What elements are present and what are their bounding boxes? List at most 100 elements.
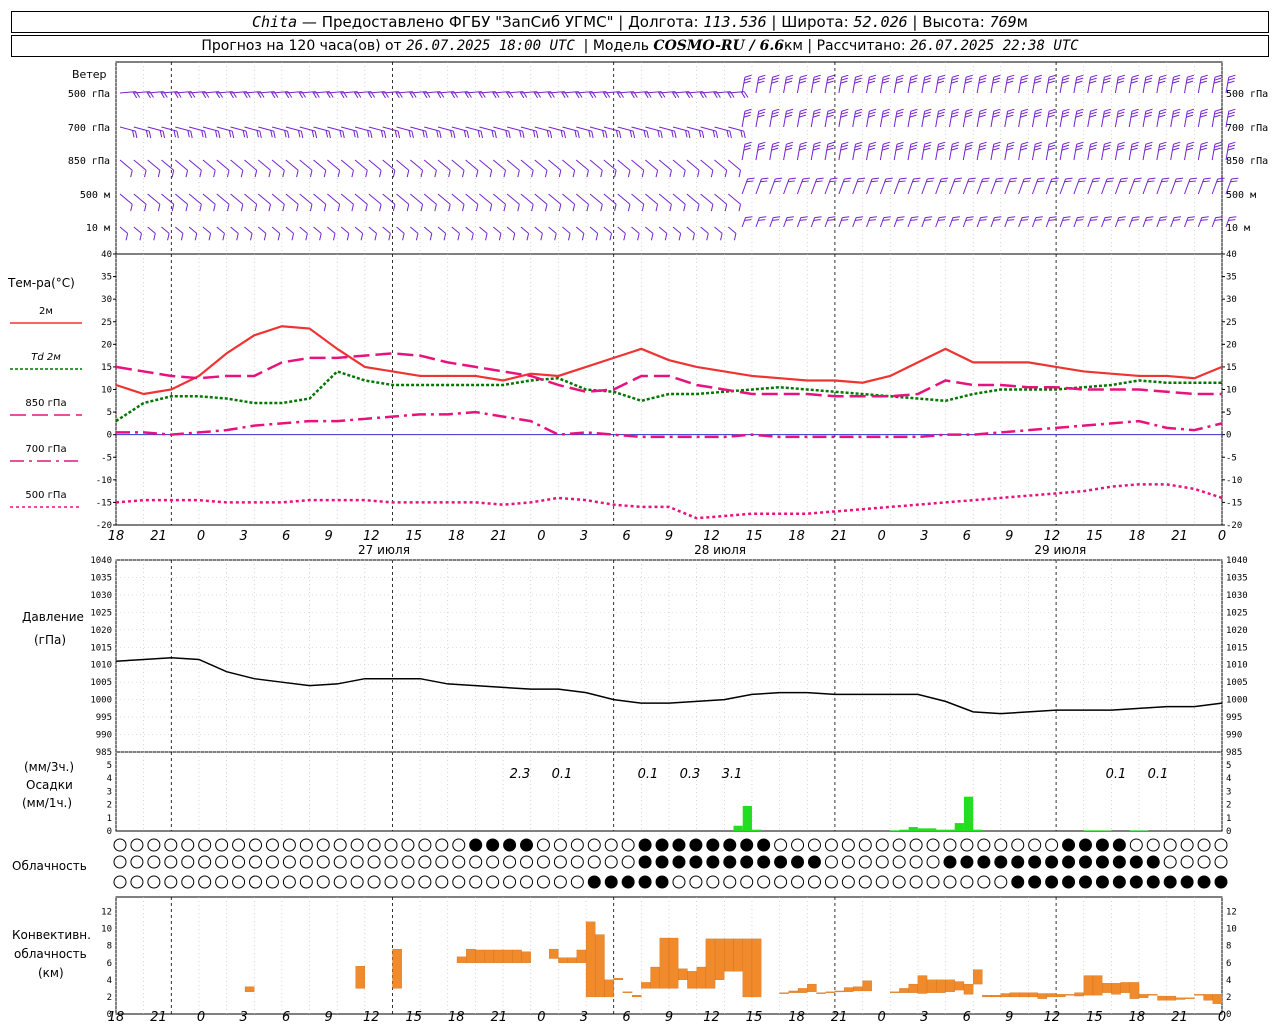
wind-barb-flag (786, 108, 794, 112)
wind-barb-flag (1062, 108, 1070, 112)
wind-barb-flag (1145, 108, 1153, 112)
time-tick-label: 6 (622, 1010, 630, 1024)
cloud-cover-symbol (909, 875, 923, 889)
cloud-cover-symbol (503, 875, 517, 889)
wind-barb-flag (226, 204, 230, 212)
cloud-cover-symbol (1095, 875, 1109, 889)
wind-barb-flag (353, 91, 359, 99)
time-tick-label: 15 (405, 529, 422, 544)
wind-barb-flag (979, 108, 987, 112)
wind-barb (1018, 217, 1023, 228)
wind-barb-flag (429, 233, 433, 241)
cloud-cover-symbol (655, 875, 669, 889)
conv-cloud-bar (963, 983, 974, 995)
wind-barb (658, 159, 672, 171)
wind-barb (935, 144, 939, 161)
precip-total-label: 0.1 (638, 767, 659, 782)
precip-total-label: 3.1 (722, 767, 743, 782)
alt-unit: м (1016, 13, 1028, 31)
cloud-cover-symbol (1078, 855, 1092, 869)
conv-tick-right: 4 (1226, 976, 1231, 986)
wind-barb (879, 77, 884, 94)
conv-cloud-bar (1102, 983, 1112, 993)
wind-barb (631, 193, 645, 205)
cloud-cover-symbol (1078, 875, 1092, 889)
wind-barb (935, 77, 939, 94)
wind-barb-flag (868, 80, 876, 84)
wind-barb-flag (771, 80, 779, 84)
time-tick-label: 18 (1129, 529, 1146, 544)
wind-barb-flag (799, 77, 807, 81)
wind-barb-flag (1117, 219, 1125, 221)
wind-barb (354, 226, 364, 234)
wind-barb-flag (503, 204, 507, 212)
conv-cloud-bar (1212, 994, 1223, 1004)
wind-barb (410, 193, 423, 205)
wind-barb-flag (1119, 180, 1127, 183)
cloud-cover-symbol (435, 838, 449, 852)
wind-barb-flag (799, 114, 807, 118)
wind-barb-flag (896, 74, 904, 78)
wind-barb (1004, 178, 1011, 195)
wind-barb (658, 193, 672, 205)
time-tick-label: 21 (1171, 1010, 1188, 1024)
wind-level-label-right: 500 м (1226, 190, 1256, 201)
wind-barb-flag (967, 180, 975, 183)
wind-level-label-right: 500 гПа (1226, 89, 1268, 100)
wind-barb (907, 178, 914, 195)
wind-barb (1059, 144, 1064, 161)
wind-barb (783, 77, 787, 94)
wind-barb-flag (1020, 114, 1028, 118)
wind-barb-flag (909, 147, 917, 151)
wind-barb-flag (436, 130, 439, 138)
wind-barb (672, 226, 681, 234)
wind-barb-flag (256, 91, 262, 99)
wind-barb (852, 178, 859, 195)
wind-barb-flag (231, 131, 235, 139)
wind-barb-flag (897, 216, 905, 219)
cloud-cover-symbol (1045, 838, 1059, 852)
wind-barb-flag (1061, 80, 1069, 84)
wind-barb-flag (245, 131, 248, 139)
wind-barb-flag (512, 233, 516, 241)
wind-barb (921, 217, 926, 228)
wind-barb-flag (173, 130, 176, 138)
wind-barb (769, 217, 774, 228)
conv-cloud-bar (512, 949, 522, 963)
wind-barb-flag (1006, 77, 1014, 81)
wind-barb (244, 193, 258, 205)
cloud-cover-symbol (1112, 875, 1126, 889)
wind-barb-flag (869, 74, 877, 78)
wind-barb-flag (1130, 147, 1138, 151)
wind-barb (465, 226, 474, 234)
wind-barb-flag (841, 144, 848, 148)
wind-barb-flag (855, 219, 863, 221)
cloud-cover-symbol (401, 875, 415, 889)
wind-barb-flag (1048, 77, 1056, 81)
wind-barb-flag (1051, 177, 1059, 180)
wind-barb-flag (554, 233, 557, 241)
wind-barb-flag (775, 177, 783, 180)
cloud-cover-symbol (723, 855, 737, 869)
wind-barb-flag (1089, 80, 1097, 84)
wind-barb (340, 159, 354, 171)
wind-barb-flag (600, 204, 603, 212)
wind-barb-flag (744, 108, 752, 112)
precip-bar (908, 827, 918, 831)
wind-barb-flag (826, 114, 834, 118)
wind-barb-flag (1189, 177, 1198, 180)
wind-barb-flag (678, 233, 682, 241)
wind-barb (506, 226, 516, 234)
wind-barb-flag (1186, 219, 1194, 221)
wind-barb-flag (560, 130, 564, 138)
wind-barb-flag (952, 141, 960, 145)
wind-barb-flag (655, 204, 659, 212)
wind-barb-flag (923, 80, 931, 84)
conv-cloud-bar (1055, 994, 1066, 998)
wind-barb (548, 159, 562, 171)
wind-barb-flag (461, 170, 465, 178)
wind-barb-flag (199, 170, 202, 178)
conv-tick-right: 6 (1226, 959, 1231, 969)
cloud-cover-symbol (1028, 855, 1042, 869)
wind-barb-flag (614, 204, 617, 212)
